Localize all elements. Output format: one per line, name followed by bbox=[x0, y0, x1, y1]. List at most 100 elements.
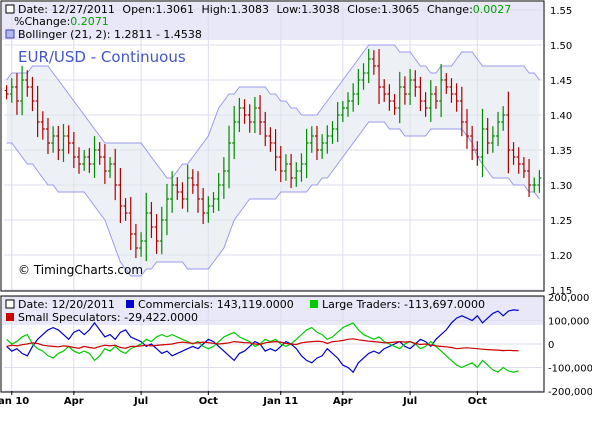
ohlc-bar bbox=[459, 86, 464, 137]
cot-y-tick: 0 bbox=[548, 340, 554, 351]
bollinger-header: Bollinger (21, 2): 1.2811 - 1.4538 bbox=[18, 28, 202, 41]
ohlc-bar bbox=[159, 206, 164, 255]
ohlc-bar bbox=[361, 63, 366, 90]
ohlc-bar bbox=[283, 154, 288, 181]
large-traders-legend-swatch bbox=[310, 300, 318, 308]
ohlc-bar bbox=[346, 92, 351, 117]
ohlc-bar bbox=[268, 127, 273, 152]
ohlc-bar bbox=[433, 86, 438, 109]
ohlc-bar bbox=[211, 192, 216, 213]
bollinger-band bbox=[6, 44, 540, 277]
ohlc-bar bbox=[14, 73, 19, 115]
cot-y-tick: -100,000 bbox=[548, 364, 592, 375]
ohlc-bar bbox=[144, 192, 149, 262]
ohlc-bar bbox=[408, 68, 413, 106]
cot-grid bbox=[4, 296, 542, 392]
cot-y-tick: 100,000 bbox=[548, 317, 589, 328]
ohlc-bar bbox=[190, 169, 195, 194]
ohlc-bar bbox=[470, 125, 475, 161]
ohlc-bar bbox=[118, 167, 123, 224]
x-tick-label: Oct bbox=[199, 396, 218, 407]
x-tick-label: Apr bbox=[333, 396, 353, 407]
ohlc-bar bbox=[97, 142, 102, 165]
ohlc-bar bbox=[45, 117, 50, 155]
ohlc-bar bbox=[330, 121, 335, 144]
cot-y-axis: 200,000 100,000 0 -100,000 -200,000 bbox=[548, 293, 592, 398]
ohlc-bar bbox=[309, 126, 314, 153]
ohlc-bar bbox=[314, 125, 319, 161]
ohlc-bar bbox=[532, 177, 537, 193]
ohlc-bar bbox=[496, 111, 501, 147]
price-header-line2: %Change:0.2071 bbox=[14, 15, 109, 28]
price-y-tick: 1.15 bbox=[550, 286, 572, 297]
ohlc-bar bbox=[61, 124, 66, 162]
ohlc-bar bbox=[490, 126, 495, 153]
ohlc-bar bbox=[71, 131, 76, 169]
small-spec-legend: Small Speculators: -29,422.0000 bbox=[18, 311, 198, 324]
commercials-legend-swatch bbox=[126, 300, 134, 308]
cot-series-line bbox=[6, 309, 519, 374]
ohlc-bar bbox=[77, 147, 82, 174]
price-header-line1: Date: 12/27/2011 Open:1.3061 High:1.3083… bbox=[18, 3, 511, 16]
ohlc-bar bbox=[377, 48, 382, 105]
ohlc-bar bbox=[102, 144, 107, 184]
ohlc-bar bbox=[82, 150, 87, 171]
ohlc-bar bbox=[9, 78, 14, 103]
price-y-tick: 1.35 bbox=[550, 146, 572, 157]
ohlc-bar bbox=[216, 173, 221, 211]
ohlc-bar bbox=[201, 187, 206, 225]
ohlc-bar bbox=[340, 101, 345, 122]
ohlc-bar bbox=[516, 147, 521, 174]
price-legend-swatch bbox=[5, 4, 15, 14]
ohlc-bar bbox=[289, 153, 294, 189]
small-spec-legend-swatch bbox=[6, 313, 14, 321]
ohlc-bar bbox=[428, 80, 433, 122]
ohlc-bar bbox=[392, 94, 397, 115]
ohlc-bar bbox=[35, 85, 40, 138]
x-tick-label: Jan 10 bbox=[0, 396, 29, 407]
price-y-tick: 1.30 bbox=[550, 181, 572, 192]
ohlc-bar bbox=[444, 73, 449, 94]
ohlc-bar bbox=[180, 182, 185, 209]
ohlc-bar bbox=[92, 136, 97, 178]
x-tick-label: Jul bbox=[133, 396, 148, 407]
price-bars bbox=[4, 48, 542, 262]
ohlc-bar bbox=[454, 83, 459, 112]
ohlc-bar bbox=[242, 99, 247, 124]
cot-date-swatch bbox=[5, 299, 15, 309]
ohlc-bar bbox=[294, 162, 299, 187]
ohlc-bar bbox=[263, 111, 268, 147]
price-y-tick: 1.20 bbox=[550, 251, 572, 262]
commercials-legend: Commercials: 143,119.0000 bbox=[138, 298, 294, 311]
ohlc-bar bbox=[397, 71, 402, 124]
ohlc-bar bbox=[206, 196, 211, 223]
ohlc-bar bbox=[304, 128, 309, 179]
ohlc-bar bbox=[258, 95, 263, 135]
ohlc-bar bbox=[237, 97, 242, 133]
ohlc-bar bbox=[20, 65, 25, 116]
bollinger-fill bbox=[6, 45, 540, 276]
ohlc-bar bbox=[335, 102, 340, 142]
cot-y-tick: -200,000 bbox=[548, 387, 592, 398]
ohlc-bar bbox=[4, 85, 9, 100]
ohlc-bar bbox=[356, 68, 361, 106]
ohlc-bar bbox=[382, 79, 387, 102]
ohlc-bar bbox=[413, 70, 418, 97]
ohlc-bar bbox=[108, 157, 113, 178]
ohlc-bar bbox=[299, 153, 304, 182]
x-tick-label: Oct bbox=[468, 396, 487, 407]
ohlc-bar bbox=[170, 171, 175, 213]
ohlc-bar bbox=[351, 83, 356, 112]
ohlc-bar bbox=[366, 48, 371, 84]
bollinger-legend-swatch bbox=[5, 29, 15, 39]
ohlc-bar bbox=[149, 201, 154, 239]
ohlc-bar bbox=[30, 76, 35, 112]
ohlc-bar bbox=[485, 117, 490, 155]
ohlc-bar bbox=[387, 84, 392, 111]
bollinger-upper-line bbox=[6, 44, 540, 179]
x-tick-label: Apr bbox=[64, 396, 84, 407]
chart-title: EUR/USD - Continuous bbox=[18, 48, 186, 66]
price-y-tick: 1.45 bbox=[550, 76, 572, 87]
price-header-band bbox=[2, 2, 543, 40]
